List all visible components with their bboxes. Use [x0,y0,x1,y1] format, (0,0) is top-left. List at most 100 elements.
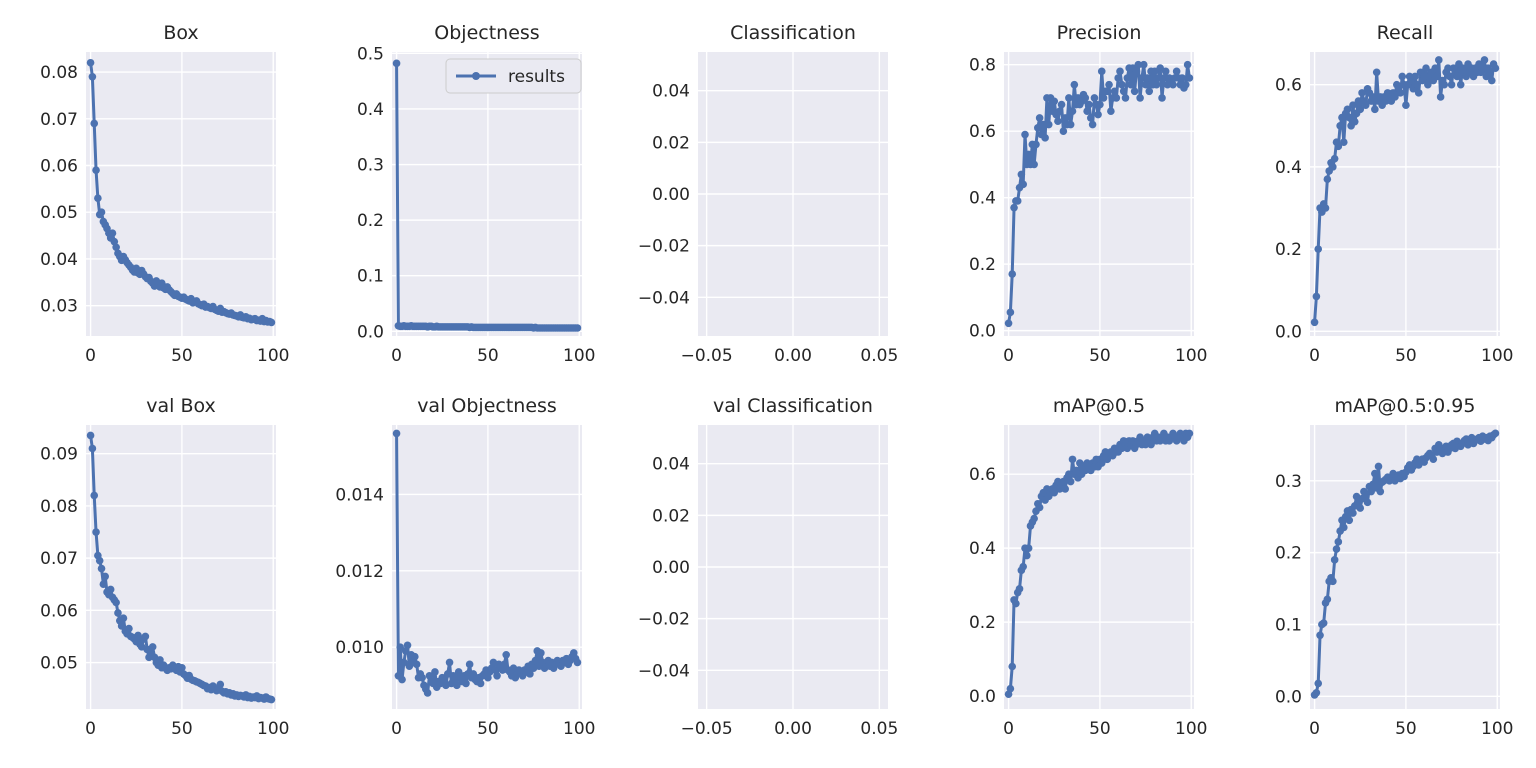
data-point [1127,80,1135,89]
data-point [86,431,95,440]
data-point [1156,64,1165,72]
y-tick-label: 0.04 [40,250,78,270]
data-point [1105,80,1113,89]
data-point [1094,110,1102,119]
data-point [403,641,412,650]
x-tick-label: 50 [1089,719,1111,739]
series-markers [86,431,276,704]
x-tick-label: −0.05 [681,719,733,739]
data-point [1008,270,1017,278]
data-point [573,658,582,667]
data-point [445,658,454,667]
y-tick-label: 0.02 [652,506,690,526]
data-point [1319,619,1328,627]
data-point [398,675,406,684]
data-point [101,572,109,581]
data-point [92,528,100,536]
y-tick-label: 0.4 [969,539,996,559]
panel-title: val Classification [713,395,873,417]
panel-val-objectness: val Objectness 0.010 0.012 0.014 0 50 100 [335,395,595,739]
y-tick-label: 0.2 [357,211,384,231]
plot-area [1004,425,1194,709]
y-tick-label: 0.1 [357,267,384,287]
data-point [1445,72,1454,81]
series-markers [86,58,276,327]
data-point [1312,292,1321,301]
data-point [125,624,133,633]
data-point [526,670,534,678]
y-tick-label: 0.07 [40,549,78,569]
data-point [1491,64,1500,73]
data-point [1356,105,1365,114]
data-point [1414,89,1423,97]
x-tick-label: 0 [391,346,402,366]
data-point [1329,577,1337,586]
data-point [1152,80,1161,89]
data-point [1361,491,1370,499]
data-point [411,652,419,661]
data-point [1059,127,1068,135]
y-tick-label: 0.04 [652,82,690,102]
data-point [1411,72,1419,81]
data-point [1433,72,1441,81]
data-point [1033,124,1042,132]
data-point [106,585,115,594]
y-tick-label: 0.07 [40,110,78,130]
data-point [1343,105,1352,114]
data-point [86,58,95,67]
data-point [569,649,578,657]
panel-title: Objectness [434,22,539,44]
y-tick-label: 0.6 [969,465,996,485]
y-tick-label: 0.4 [969,189,996,209]
data-point [1097,67,1106,76]
data-point [1086,114,1095,122]
y-tick-label: 0.5 [357,44,384,64]
y-tick-label: 0.3 [357,156,384,176]
data-point [1314,245,1323,253]
data-point [88,72,97,81]
data-point [1107,107,1115,116]
data-point [1420,72,1428,81]
data-point [462,679,470,688]
data-point [1487,76,1496,85]
series-line [1007,63,1191,324]
data-point [1321,204,1330,212]
x-tick-label: 0 [1003,719,1014,739]
data-point [1121,94,1130,102]
data-point [1330,556,1339,564]
data-point [1402,101,1410,110]
x-tick-label: 0 [391,719,402,739]
data-point [1134,60,1143,69]
data-point [1354,97,1363,105]
data-point [531,656,540,665]
data-point [1486,68,1494,77]
y-tick-label: 0.3 [1275,472,1302,492]
data-point [1118,80,1126,89]
data-point [465,660,474,669]
data-point [1367,487,1376,496]
data-point [1349,509,1357,517]
data-point [1068,107,1077,116]
data-point [1183,60,1192,69]
data-point [1429,455,1438,464]
legend-marker [472,72,480,80]
data-point [1119,87,1128,96]
data-point [401,647,410,655]
data-point [88,444,97,453]
data-point [502,650,510,659]
data-point [112,243,120,252]
data-point [1110,87,1119,96]
y-tick-label: 0.0 [357,322,384,342]
y-tick-label: −0.04 [638,661,690,681]
data-point [1345,113,1354,122]
data-point [1456,80,1465,89]
data-point [440,675,448,684]
data-point [1013,197,1022,205]
data-point [1138,74,1146,82]
data-point [396,643,405,651]
data-point [112,598,120,607]
y-tick-label: 0.2 [969,255,996,275]
y-tick-label: 0.1 [1275,615,1302,635]
x-tick-label: 50 [171,719,193,739]
data-point [498,666,507,674]
